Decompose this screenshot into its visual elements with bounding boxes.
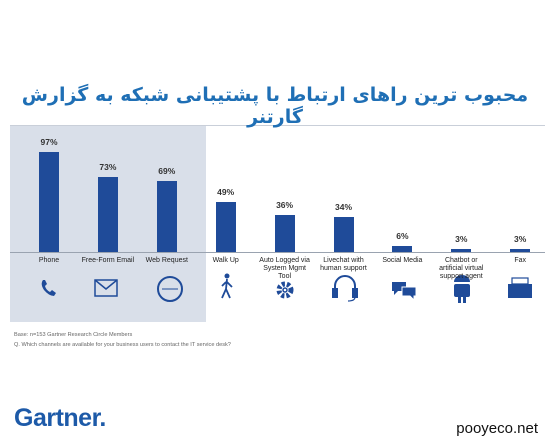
footnote: Q. Which channels are available for your…	[14, 342, 231, 348]
icon-row	[41, 273, 532, 303]
bar	[39, 152, 59, 252]
bar	[97, 176, 118, 252]
value-label: 97%	[40, 137, 58, 148]
footnote: Base: n=153 Gartner Research Circle Memb…	[14, 332, 133, 338]
value-label: 69%	[158, 165, 176, 176]
value-label: 34%	[334, 201, 352, 212]
logo: Gartner.	[14, 404, 106, 432]
bar	[274, 214, 295, 252]
value-label: 6%	[396, 230, 409, 241]
category-label: Livechat with human support	[320, 257, 367, 272]
bar	[156, 180, 177, 252]
bar	[392, 245, 413, 252]
watermark: pooyeco.net	[456, 420, 538, 437]
category-label: Phone	[38, 257, 60, 264]
category-label: Free-Form Email	[81, 257, 135, 264]
chart-title: محبوب ترین راهای ارتباط با پشتیبانی شبکه…	[21, 84, 529, 128]
baseline	[10, 252, 545, 253]
value-label: 3%	[455, 233, 468, 244]
value-label: 3%	[514, 233, 527, 244]
value-label: 73%	[99, 161, 117, 172]
category-label: Fax	[514, 257, 527, 264]
bar	[510, 248, 531, 252]
bar	[451, 248, 472, 252]
bar	[333, 216, 354, 252]
category-label: Web Request	[145, 257, 188, 264]
category-label: Social Media	[382, 257, 423, 264]
category-label: Walk Up	[212, 257, 239, 264]
bar	[215, 201, 236, 252]
category-label: Chatbot or artificial virtual support ag…	[439, 257, 484, 280]
category-label: Auto Logged via System Mgmt Tool	[259, 257, 310, 280]
value-label: 36%	[276, 199, 294, 210]
top-rule	[10, 125, 545, 126]
value-label: 49%	[217, 186, 235, 197]
